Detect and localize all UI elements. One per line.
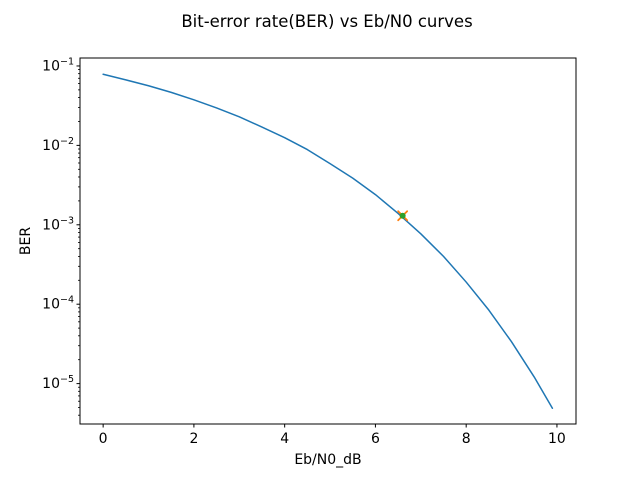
x-tick-label: 8 — [462, 431, 471, 447]
plot-border — [79, 57, 577, 425]
x-axis-label: Eb/N0_dB — [294, 452, 361, 468]
x-tick-label: 0 — [99, 431, 108, 447]
axes-layer: 0 2 4 6 8 10 10−1 10−2 10−3 10−4 10−5 — [42, 56, 577, 447]
chart-title: Bit-error rate(BER) vs Eb/N0 curves — [181, 12, 472, 31]
x-tick-label: 4 — [280, 431, 289, 447]
theoretical-ber-curve — [102, 73, 554, 409]
data-layer — [102, 73, 554, 409]
y-axis-label: BER — [18, 227, 34, 255]
y-tick-label: 10−3 — [42, 215, 74, 233]
y-tick-label: 10−1 — [42, 56, 74, 74]
y-tick-label: 10−4 — [42, 295, 74, 313]
x-tick-label: 2 — [189, 431, 198, 447]
x-tick-label: 6 — [371, 431, 380, 447]
highlight-dot-marker — [399, 212, 406, 219]
y-tick-label: 10−2 — [42, 136, 74, 154]
x-tick-label: 10 — [548, 431, 566, 447]
y-tick-label: 10−5 — [42, 374, 74, 392]
